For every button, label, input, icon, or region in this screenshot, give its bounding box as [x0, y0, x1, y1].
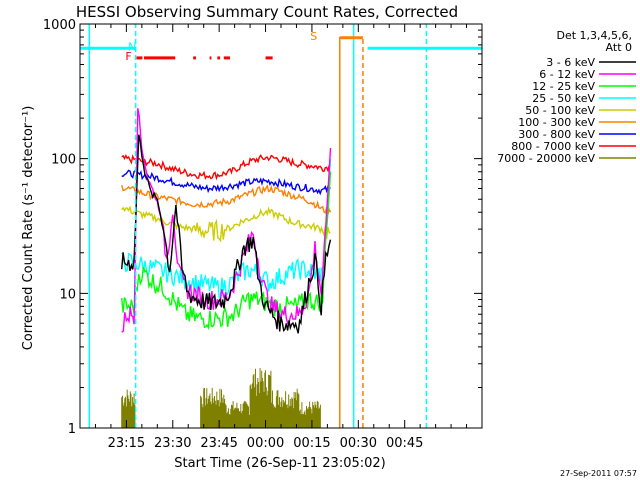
y-tick-label: 10: [59, 287, 76, 302]
legend-label: 100 - 300 keV: [518, 116, 595, 129]
x-tick-label: 00:45: [386, 436, 423, 451]
y-tick-labels: 1 10 100 1000: [43, 18, 76, 437]
series-line: [121, 184, 332, 215]
series-line: [121, 171, 332, 331]
legend-header-line-2: Att 0: [606, 41, 632, 54]
x-tick-label: 23:45: [200, 436, 237, 451]
legend-label: 800 - 7000 keV: [511, 140, 595, 153]
flag-annotation-label: N: [128, 40, 136, 53]
series-line: [121, 205, 331, 243]
legend-label: 12 - 25 keV: [532, 80, 595, 93]
series-line: [121, 368, 321, 428]
plot-frame: [79, 23, 483, 429]
y-axis-label: Corrected Count Rate (s⁻¹ detector⁻¹): [21, 106, 36, 351]
series-line: [121, 153, 331, 181]
y-tick-label: 1: [68, 422, 76, 437]
axis-ticks: [79, 24, 483, 429]
series-line: [121, 108, 332, 333]
legend-label: 300 - 800 keV: [518, 128, 595, 141]
x-tick-labels: 23:15 23:30 23:45 00:00 00:15 00:30 00:45: [108, 436, 424, 451]
legend-label: 3 - 6 keV: [546, 56, 595, 69]
y-tick-label: 1000: [43, 18, 76, 33]
flag-annotation-label: F: [125, 50, 131, 63]
legend-label: 7000 - 20000 keV: [497, 152, 595, 165]
legend-header-line-1: Det 1,3,4,5,6,: [556, 29, 632, 42]
x-tick-label: 23:15: [108, 436, 145, 451]
legend-label: 6 - 12 keV: [539, 68, 595, 81]
x-tick-label: 00:00: [247, 436, 284, 451]
x-tick-label: 23:30: [154, 436, 191, 451]
x-tick-label: 00:15: [293, 436, 330, 451]
series-line: [121, 158, 332, 299]
x-axis-label: Start Time (26-Sep-11 23:05:02): [174, 456, 385, 471]
series-line: [121, 169, 331, 196]
footer-timestamp: 27-Sep-2011 07:57: [560, 469, 637, 478]
y-tick-label: 100: [51, 153, 76, 168]
tick-marks: [79, 24, 483, 429]
x-tick-label: 00:30: [340, 436, 377, 451]
legend-label: 50 - 100 keV: [525, 104, 595, 117]
legend-label: 25 - 50 keV: [532, 92, 595, 105]
series-line: [121, 134, 332, 334]
flag-annotation-label: S: [310, 30, 317, 43]
chart-title: HESSI Observing Summary Count Rates, Cor…: [76, 3, 458, 21]
